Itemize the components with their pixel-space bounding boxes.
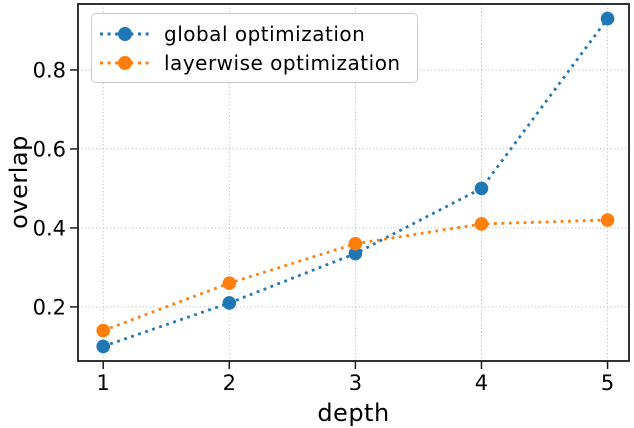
- legend-item: global optimization: [99, 19, 401, 48]
- x-tick-label: 5: [601, 371, 614, 395]
- x-axis-label: depth: [317, 399, 390, 427]
- y-axis-label: overlap: [5, 135, 33, 229]
- legend-line-marker-icon: [100, 55, 150, 70]
- data-point-marker: [348, 236, 363, 251]
- ticks: 1 2 3 4 5 0.2 0.4 0.6 0.8: [33, 58, 615, 395]
- legend-item: layerwise optimization: [99, 48, 401, 77]
- data-point-marker: [474, 181, 489, 196]
- y-tick-label: 0.2: [33, 295, 66, 319]
- y-tick-label: 0.4: [33, 216, 66, 240]
- x-tick-label: 4: [475, 371, 488, 395]
- x-tick-label: 1: [97, 371, 110, 395]
- data-point-marker: [600, 11, 615, 26]
- axes-spines: [77, 3, 630, 362]
- data-point-marker: [96, 339, 111, 354]
- legend-label: global optimization: [164, 21, 366, 46]
- legend: global optimization layerwise optimizatio…: [91, 13, 418, 83]
- x-tick-label: 2: [223, 371, 236, 395]
- legend-line-marker-icon: [100, 26, 150, 41]
- data-point-marker: [96, 323, 111, 338]
- legend-label: layerwise optimization: [164, 50, 401, 75]
- data-point-marker: [348, 246, 363, 261]
- data-point-marker: [474, 217, 489, 231]
- x-tick-label: 3: [349, 371, 362, 395]
- data-point-marker: [600, 213, 615, 227]
- series-0: [96, 11, 615, 354]
- y-tick-label: 0.8: [33, 58, 66, 82]
- series-1: [96, 213, 615, 338]
- y-tick-label: 0.6: [33, 137, 66, 161]
- data-point-marker: [222, 296, 237, 310]
- data-point-marker: [222, 276, 237, 291]
